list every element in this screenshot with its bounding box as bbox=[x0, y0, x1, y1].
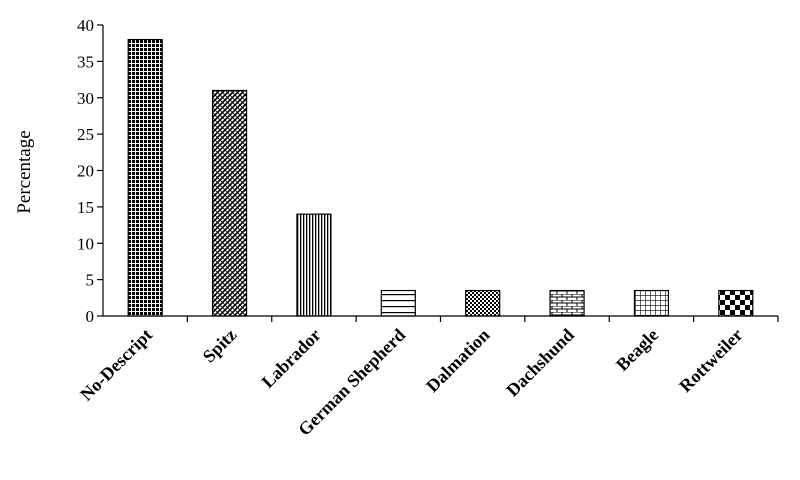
y-tick-label: 20 bbox=[77, 162, 94, 181]
bars bbox=[127, 38, 754, 317]
x-category-label: No-Descript bbox=[76, 325, 156, 405]
y-axis-ticks: 0 5 10 15 20 25 30 35 40 bbox=[77, 16, 103, 326]
bar-spitz bbox=[211, 89, 248, 317]
bar-dalmation bbox=[465, 289, 501, 317]
bar-labrador bbox=[296, 213, 332, 317]
bar-beagle bbox=[633, 289, 670, 317]
y-axis-title: Percentage bbox=[14, 130, 35, 213]
bar-dachshund bbox=[549, 289, 585, 317]
x-category-label: Dachshund bbox=[502, 325, 578, 401]
bar-rottweiler bbox=[718, 289, 754, 317]
x-category-label: Labrador bbox=[258, 325, 325, 392]
x-category-label: Spitz bbox=[199, 325, 241, 367]
y-tick-label: 15 bbox=[77, 198, 94, 217]
y-tick-label: 40 bbox=[77, 16, 94, 35]
y-tick-label: 35 bbox=[77, 52, 94, 71]
y-tick-label: 30 bbox=[77, 89, 94, 108]
y-tick-label: 10 bbox=[77, 234, 94, 253]
bar-no-descript bbox=[127, 38, 163, 317]
x-category-label: Rottweiler bbox=[675, 325, 746, 396]
x-category-label: Beagle bbox=[612, 325, 662, 375]
x-category-label: Dalmation bbox=[422, 325, 493, 396]
bar-german-shepherd bbox=[380, 289, 416, 317]
y-tick-label: 0 bbox=[86, 307, 95, 326]
y-tick-label: 5 bbox=[86, 271, 95, 290]
y-tick-label: 25 bbox=[77, 125, 94, 144]
